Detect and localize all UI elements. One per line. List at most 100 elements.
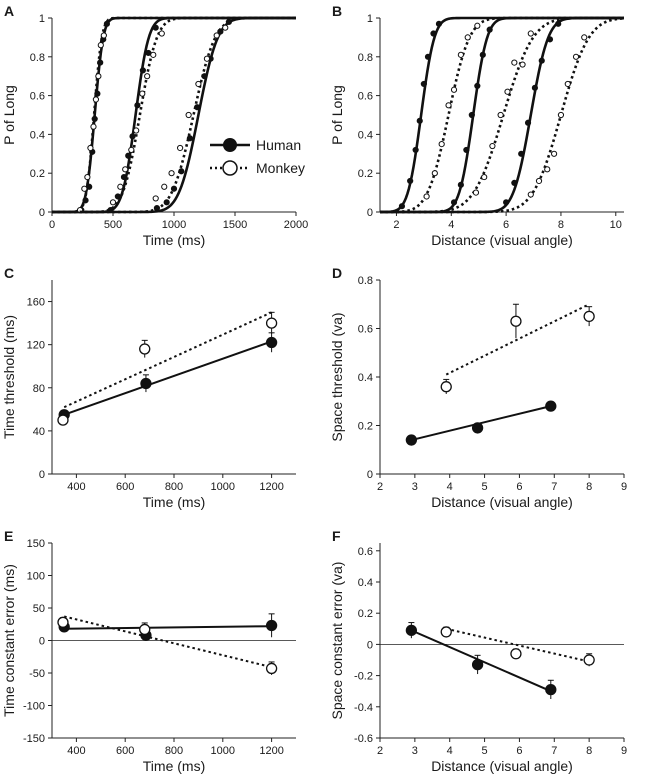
- monkey-data-point: [504, 88, 511, 95]
- legend-monkey-label: Monkey: [256, 160, 305, 176]
- x-tick-label: 5: [482, 481, 488, 493]
- monkey-data-point: [544, 166, 551, 173]
- y-tick-label: -0.2: [354, 671, 373, 683]
- monkey-data-point: [489, 142, 496, 150]
- x-axis-label: Time (ms): [143, 494, 205, 510]
- x-tick-label: 7: [551, 745, 557, 757]
- y-tick-label: 0.8: [358, 275, 373, 287]
- y-tick-label: 0: [367, 469, 373, 481]
- x-tick-label: 8: [586, 481, 592, 493]
- monkey-data-point: [158, 30, 165, 37]
- panel-B: B 2 4 6 8 10 0 0.2 0.4 0.6 0.8 1 Distance (visual an…: [329, 3, 625, 248]
- x-axis-label: Distance (visual angle): [431, 758, 573, 774]
- human-data-point: [538, 57, 545, 64]
- monkey-data-point: [581, 34, 588, 41]
- x-tick-label: 500: [104, 219, 122, 231]
- y-tick-label: -100: [23, 701, 45, 713]
- x-tick-label: 400: [67, 745, 85, 757]
- monkey-data-point: [510, 315, 522, 327]
- x-tick-label: 2: [377, 481, 383, 493]
- monkey-data-point: [133, 127, 140, 134]
- y-tick-label: 0.8: [358, 52, 373, 64]
- human-data-point: [265, 336, 278, 349]
- human-fit-line: [64, 625, 272, 630]
- panel-C: C 400 600 800 1000 1200 0 40 80 120 160 Time (ms) Ti…: [1, 265, 296, 510]
- x-axis-label: Distance (visual angle): [431, 232, 573, 248]
- human-data-point: [486, 26, 493, 33]
- y-tick-label: 0.2: [30, 168, 45, 180]
- monkey-data-point: [152, 195, 159, 202]
- monkey-data-point: [90, 123, 97, 130]
- human-data-point: [416, 117, 423, 124]
- x-tick-label: 3: [412, 745, 418, 757]
- monkey-data-point: [128, 146, 135, 154]
- monkey-data-point: [265, 317, 278, 329]
- x-tick-label: 6: [516, 745, 522, 757]
- y-tick-label: 0.2: [358, 168, 373, 180]
- x-tick-label: 1200: [259, 745, 283, 757]
- y-tick-label: 0.2: [358, 421, 373, 433]
- y-axis-label: Space constant error (va): [329, 562, 345, 720]
- human-data-point: [139, 67, 146, 74]
- y-tick-label: -0.4: [354, 702, 373, 714]
- human-data-point: [424, 53, 432, 60]
- y-axis-label: Time threshold (ms): [1, 315, 17, 439]
- human-data-point: [435, 20, 443, 27]
- human-data-point: [524, 119, 532, 126]
- monkey-fit-curve: [52, 16, 296, 214]
- human-data-point: [555, 20, 562, 27]
- human-data-point: [511, 179, 518, 186]
- x-tick-label: 1000: [211, 745, 235, 757]
- monkey-data-point: [122, 166, 129, 173]
- human-data-point: [450, 199, 458, 206]
- x-axis-label: Time (ms): [143, 232, 205, 248]
- x-tick-label: 9: [621, 745, 627, 757]
- y-tick-label: -50: [29, 668, 45, 680]
- y-axis-label: P of Long: [329, 85, 345, 145]
- legend: Human Monkey: [210, 137, 305, 176]
- monkey-data-point: [185, 111, 192, 119]
- human-data-point: [405, 434, 418, 446]
- y-axis-label: P of Long: [1, 85, 17, 145]
- monkey-data-point: [150, 51, 157, 58]
- x-tick-label: 10: [610, 219, 622, 231]
- x-tick-label: 6: [516, 481, 522, 493]
- monkey-fit-line: [63, 311, 273, 409]
- x-tick-label: 2: [393, 219, 399, 231]
- human-data-point: [125, 152, 132, 159]
- y-tick-label: 0: [367, 207, 373, 219]
- human-data-point: [463, 146, 470, 154]
- monkey-data-point: [139, 90, 146, 97]
- legend-human-label: Human: [256, 137, 301, 153]
- x-tick-label: 5: [482, 745, 488, 757]
- monkey-data-point: [139, 623, 151, 636]
- monkey-fit-curve: [52, 16, 296, 214]
- monkey-data-point: [222, 24, 229, 31]
- x-tick-label: 7: [551, 481, 557, 493]
- monkey-data-point: [109, 199, 117, 206]
- monkey-data-point: [472, 189, 480, 196]
- human-data-point: [474, 82, 481, 90]
- monkey-data-point: [203, 55, 211, 62]
- monkey-data-point: [265, 662, 278, 675]
- monkey-data-point: [144, 73, 151, 80]
- monkey-data-point: [139, 343, 151, 355]
- y-tick-label: 0.6: [358, 324, 373, 336]
- y-tick-label: 0.4: [30, 129, 45, 141]
- y-tick-label: 0.8: [30, 52, 45, 64]
- legend-monkey-marker: [222, 160, 238, 176]
- y-tick-label: 80: [33, 383, 45, 395]
- monkey-data-point: [497, 111, 504, 119]
- monkey-fit-line: [446, 627, 590, 663]
- x-tick-label: 400: [67, 481, 85, 493]
- monkey-data-point: [557, 111, 565, 119]
- x-tick-label: 800: [165, 745, 183, 757]
- human-data-point: [407, 177, 414, 185]
- human-data-point: [129, 133, 136, 140]
- y-tick-label: 120: [27, 340, 45, 352]
- y-tick-label: 0: [39, 636, 45, 648]
- panel-E: E 400 600 800 1000 1200 -150 -100 -50 0 50 100 150 Ti…: [1, 528, 296, 774]
- x-tick-label: 2000: [284, 219, 308, 231]
- y-tick-label: 0: [39, 469, 45, 481]
- monkey-data-point: [57, 616, 69, 628]
